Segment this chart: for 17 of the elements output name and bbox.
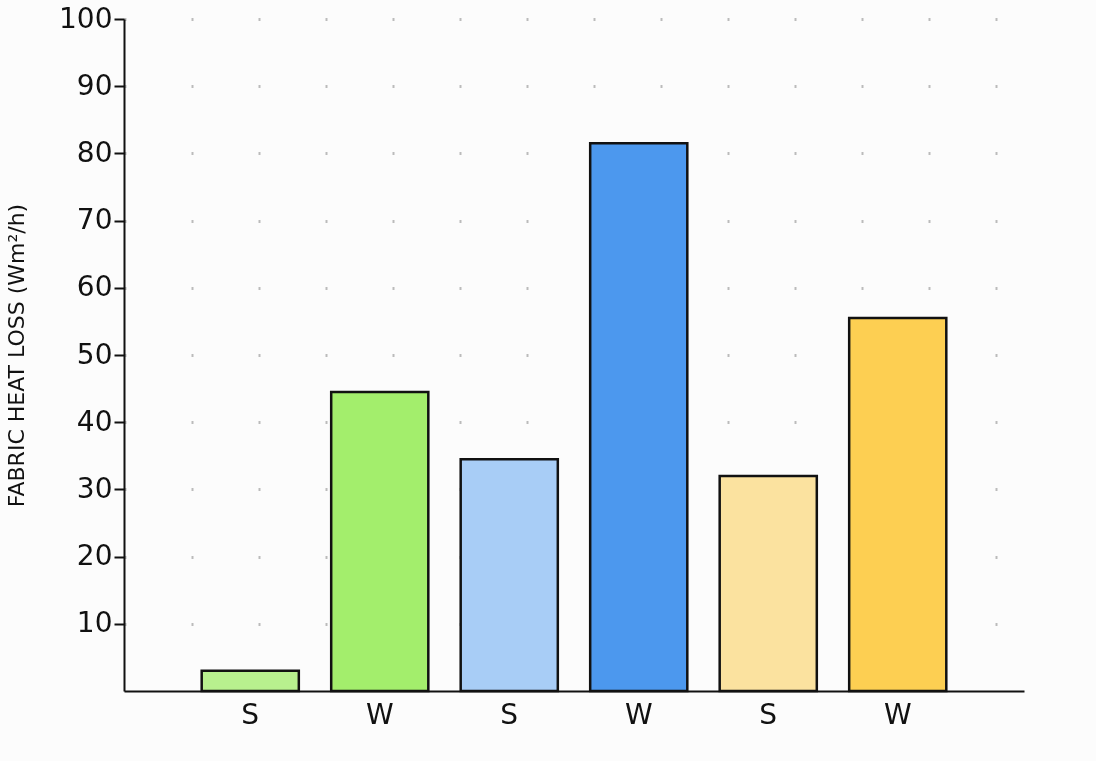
y-tick-label: 60: [76, 270, 113, 304]
y-tick-label: 100: [59, 1, 113, 35]
y-tick-label: 70: [76, 203, 113, 237]
x-tick-label: S: [759, 697, 778, 731]
y-tick-label: 90: [76, 68, 113, 102]
y-tick-label: 80: [76, 135, 113, 169]
x-tick-label: W: [365, 697, 394, 731]
y-tick-label: 40: [76, 404, 113, 438]
x-tick-label: W: [624, 697, 653, 731]
y-tick-label: 50: [76, 337, 113, 371]
x-tick-label: S: [500, 697, 519, 731]
y-tick-label: 10: [76, 606, 113, 640]
y-tick-label: 20: [76, 539, 113, 573]
y-axis-title: FABRIC HEAT LOSS (Wm²/h): [4, 203, 30, 508]
y-tick-label: 30: [76, 471, 113, 505]
x-tick-label: W: [883, 697, 912, 731]
x-tick-label: S: [241, 697, 260, 731]
